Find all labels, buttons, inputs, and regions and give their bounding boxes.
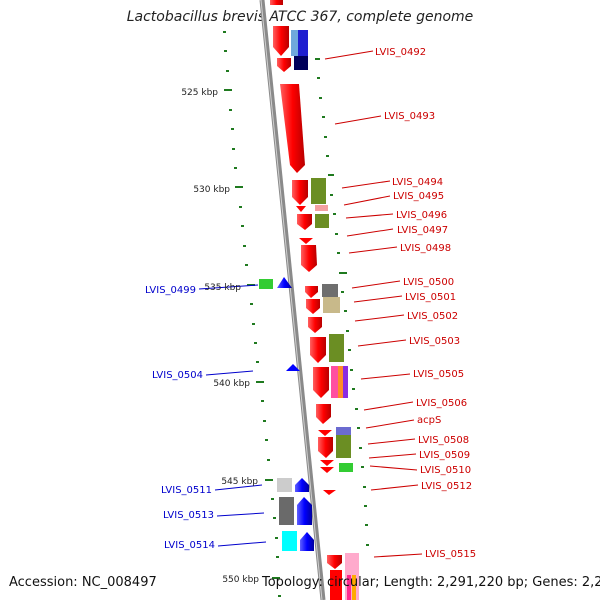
gene-label[interactable]: LVIS_0515 bbox=[425, 549, 476, 560]
gene-label[interactable]: LVIS_0513 bbox=[163, 510, 214, 521]
ruler-label: 525 kbp bbox=[181, 88, 218, 98]
gene-label[interactable]: LVIS_0505 bbox=[413, 369, 464, 380]
accession-label: Accession: NC_008497 bbox=[9, 575, 157, 590]
gene-label[interactable]: LVIS_0501 bbox=[405, 292, 456, 303]
gene-label[interactable]: LVIS_0508 bbox=[418, 435, 469, 446]
gene-label[interactable]: LVIS_0497 bbox=[397, 225, 448, 236]
ruler-label: 535 kbp bbox=[204, 283, 241, 293]
backbone-line bbox=[259, 0, 326, 600]
forward-strand-features bbox=[270, 0, 359, 600]
gene-label[interactable]: LVIS_0504 bbox=[152, 370, 203, 381]
gene-label[interactable]: LVIS_0496 bbox=[396, 210, 447, 221]
gene-label[interactable]: LVIS_0509 bbox=[419, 450, 470, 461]
label-connectors bbox=[198, 50, 423, 558]
gene-label[interactable]: LVIS_0506 bbox=[416, 398, 467, 409]
ruler-labels: 525 kbp 530 kbp 535 kbp 540 kbp 545 kbp … bbox=[181, 88, 259, 585]
ruler-label: 545 kbp bbox=[221, 477, 258, 487]
gene-label[interactable]: LVIS_0500 bbox=[403, 277, 454, 288]
gene-label[interactable]: LVIS_0492 bbox=[375, 47, 426, 58]
gene-label[interactable]: LVIS_0503 bbox=[409, 336, 460, 347]
gene-label[interactable]: LVIS_0514 bbox=[164, 540, 215, 551]
gene-label[interactable]: acpS bbox=[417, 415, 441, 426]
topology-label: Topology: circular; Length: 2,291,220 bp… bbox=[262, 575, 600, 590]
ruler-label: 550 kbp bbox=[222, 575, 259, 585]
gene-label[interactable]: LVIS_0512 bbox=[421, 481, 472, 492]
gc-ticks bbox=[315, 58, 369, 546]
backbone-highlight bbox=[260, 0, 323, 600]
ruler-label: 530 kbp bbox=[193, 185, 230, 195]
gene-label[interactable]: LVIS_0502 bbox=[407, 311, 458, 322]
gene-label[interactable]: LVIS_0510 bbox=[420, 465, 471, 476]
gene-label[interactable]: LVIS_0499 bbox=[145, 285, 196, 296]
gene-label[interactable]: LVIS_0493 bbox=[384, 111, 435, 122]
gene-label[interactable]: LVIS_0494 bbox=[392, 177, 443, 188]
gene-label[interactable]: LVIS_0511 bbox=[161, 485, 212, 496]
ruler-label: 540 kbp bbox=[213, 379, 250, 389]
gene-label[interactable]: LVIS_0495 bbox=[393, 191, 444, 202]
map-title: Lactobacillus brevis ATCC 367, complete … bbox=[126, 9, 474, 25]
forward-gene-labels: LVIS_0492 LVIS_0493 LVIS_0494 LVIS_0495 … bbox=[375, 47, 476, 560]
reverse-gene-labels: LVIS_0499 LVIS_0504 LVIS_0511 LVIS_0513 … bbox=[145, 285, 215, 551]
gene-label[interactable]: LVIS_0498 bbox=[400, 243, 451, 254]
reverse-strand-features bbox=[259, 277, 314, 551]
